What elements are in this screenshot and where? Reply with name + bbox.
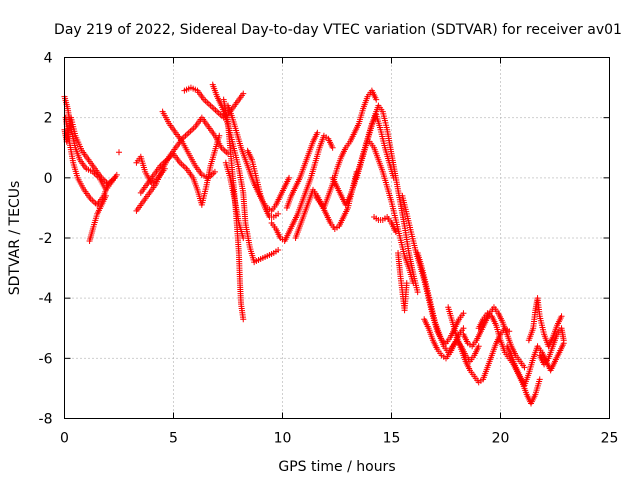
data-point	[111, 174, 118, 181]
y-tick-label: -8	[39, 412, 53, 428]
data-point	[560, 337, 567, 344]
y-tick-label: 0	[44, 171, 53, 187]
x-tick-labels: 0 5 10 15 20 25	[60, 431, 618, 447]
data-point	[414, 289, 421, 296]
data-point	[275, 247, 282, 254]
y-tick-label: -6	[39, 351, 53, 367]
data-point	[105, 180, 112, 187]
data-point	[521, 364, 528, 371]
data-point	[460, 325, 467, 332]
data-point	[403, 280, 410, 287]
x-tick-label: 0	[60, 431, 69, 447]
data-points	[61, 81, 567, 407]
data-point	[240, 235, 247, 241]
data-point	[410, 280, 417, 287]
data-point	[373, 96, 380, 103]
data-point	[102, 192, 109, 199]
data-point	[275, 210, 282, 217]
data-point	[460, 310, 467, 317]
y-tick-label: -4	[39, 291, 53, 307]
data-point	[240, 90, 247, 97]
data-point	[475, 343, 482, 350]
data-point	[286, 174, 293, 181]
data-point	[216, 132, 223, 139]
chart-title: Day 219 of 2022, Sidereal Day-to-day VTE…	[54, 22, 622, 38]
x-tick-label: 5	[169, 431, 178, 447]
y-tick-label: -2	[39, 231, 53, 247]
y-tick-label: 4	[44, 51, 53, 67]
x-axis-title: GPS time / hours	[278, 459, 395, 475]
x-tick-label: 25	[601, 431, 619, 447]
y-tick-label: 2	[44, 111, 53, 127]
data-point	[536, 376, 543, 383]
data-point	[211, 168, 218, 175]
data-point	[161, 165, 168, 172]
y-axis-title: SDTVAR / TECUs	[7, 181, 23, 296]
data-point	[240, 316, 247, 323]
x-tick-label: 15	[383, 431, 401, 447]
grid-lines	[64, 57, 610, 419]
data-point	[314, 129, 321, 136]
plot-frame	[64, 57, 610, 419]
y-tick-labels: -8 -6 -4 -2 0 2 4	[39, 51, 53, 428]
data-point	[558, 313, 565, 320]
data-point	[329, 144, 336, 151]
x-tick-label: 10	[274, 431, 292, 447]
data-point	[506, 328, 513, 335]
x-tick-label: 20	[492, 431, 510, 447]
data-point	[116, 149, 122, 156]
data-point	[392, 228, 399, 235]
